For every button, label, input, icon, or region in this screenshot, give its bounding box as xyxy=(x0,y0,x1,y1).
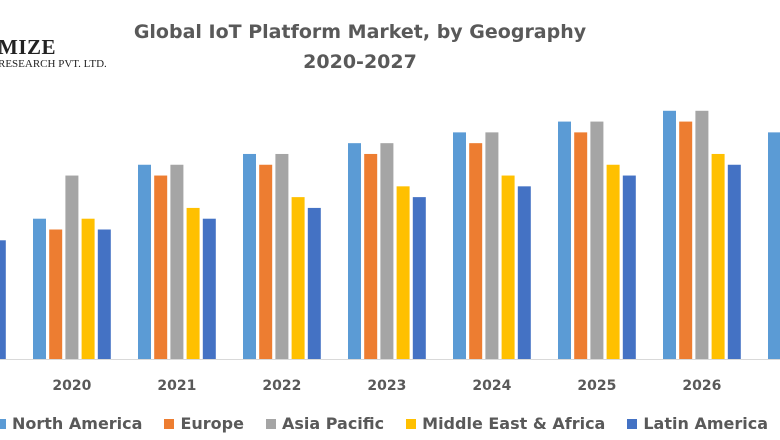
bar-north-america-2026 xyxy=(663,110,676,360)
bar-middle-east-africa-2026 xyxy=(711,153,725,359)
x-tick-label: 2020 xyxy=(52,378,91,394)
legend-label: North America xyxy=(12,414,143,433)
company-logo: MIZE RESEARCH PVT. LTD. xyxy=(0,36,107,70)
legend-swatch xyxy=(0,418,6,429)
bar-north-america-2024 xyxy=(453,132,466,359)
legend-swatch xyxy=(164,418,175,429)
bar-middle-east-africa-2021 xyxy=(186,207,200,359)
legend-label: Middle East & Africa xyxy=(422,414,606,433)
bar-middle-east-africa-2020 xyxy=(81,218,95,359)
bar-asia-pacific-2025 xyxy=(590,121,604,359)
bar-asia-pacific-2024 xyxy=(485,132,499,359)
legend-swatch xyxy=(265,418,276,429)
bar-middle-east-africa-2025 xyxy=(606,164,620,359)
bar-europe-2025 xyxy=(574,132,588,359)
bar-asia-pacific-2023 xyxy=(380,143,394,359)
legend-label: Latin America xyxy=(643,414,769,433)
bar-north-america-2023 xyxy=(348,143,361,359)
logo-subtext: RESEARCH PVT. LTD. xyxy=(0,58,107,70)
bar-middle-east-africa-2022 xyxy=(291,197,305,359)
bar-latin-america-2021 xyxy=(202,218,216,359)
legend-item: Europe xyxy=(164,414,244,433)
bar-europe-2024 xyxy=(469,143,483,359)
legend-label: Europe xyxy=(180,414,244,433)
legend-item: Middle East & Africa xyxy=(406,414,605,433)
bar-asia-pacific-2026 xyxy=(695,110,709,360)
bar-latin-america-2024 xyxy=(517,186,531,359)
bar-north-america-2021 xyxy=(138,164,151,359)
bar-latin-america-2025 xyxy=(622,175,636,359)
x-tick-label: 2025 xyxy=(577,378,616,394)
bar-asia-pacific-2022 xyxy=(275,153,289,359)
bar-europe-2022 xyxy=(259,164,273,359)
legend-label: Asia Pacific xyxy=(281,414,385,433)
bar-north-america-2022 xyxy=(243,153,256,359)
bar-middle-east-africa-2024 xyxy=(501,175,515,359)
bar-latin-america-2020 xyxy=(97,229,111,359)
bar-europe-2021 xyxy=(154,175,168,359)
bar-europe-2026 xyxy=(679,121,693,359)
bar-north-america-2025 xyxy=(558,121,571,359)
bar-europe-2020 xyxy=(49,229,63,359)
bar-latin-america-2022 xyxy=(307,207,321,359)
legend-swatch xyxy=(627,418,638,429)
x-tick-label: 2023 xyxy=(367,378,406,394)
legend-item: North America xyxy=(0,414,142,433)
bar-edge-right xyxy=(768,132,780,359)
legend-item: Asia Pacific xyxy=(265,414,385,433)
bar-latin-america-2026 xyxy=(727,164,741,359)
logo-text: MIZE xyxy=(0,35,57,59)
bar-latin-america-2023 xyxy=(412,197,426,359)
chart-title: Global IoT Platform Market, by Geography xyxy=(133,21,587,43)
x-tick-label: 2022 xyxy=(262,378,301,394)
x-tick-label: 2024 xyxy=(472,378,511,394)
legend-item: Latin America xyxy=(627,414,768,433)
bar-europe-2023 xyxy=(364,153,378,359)
bar-north-america-2020 xyxy=(33,218,46,359)
chart-subtitle: 2020-2027 xyxy=(303,51,417,73)
bar-edge-left xyxy=(0,240,6,359)
bar-asia-pacific-2020 xyxy=(65,175,79,359)
legend-swatch xyxy=(406,418,417,429)
x-tick-label: 2021 xyxy=(157,378,196,394)
chart-legend: North America Europe Asia Pacific Middle Ea… xyxy=(0,414,768,433)
x-tick-label: 2026 xyxy=(682,378,721,394)
bar-asia-pacific-2021 xyxy=(170,164,184,359)
bar-middle-east-africa-2023 xyxy=(396,186,410,359)
